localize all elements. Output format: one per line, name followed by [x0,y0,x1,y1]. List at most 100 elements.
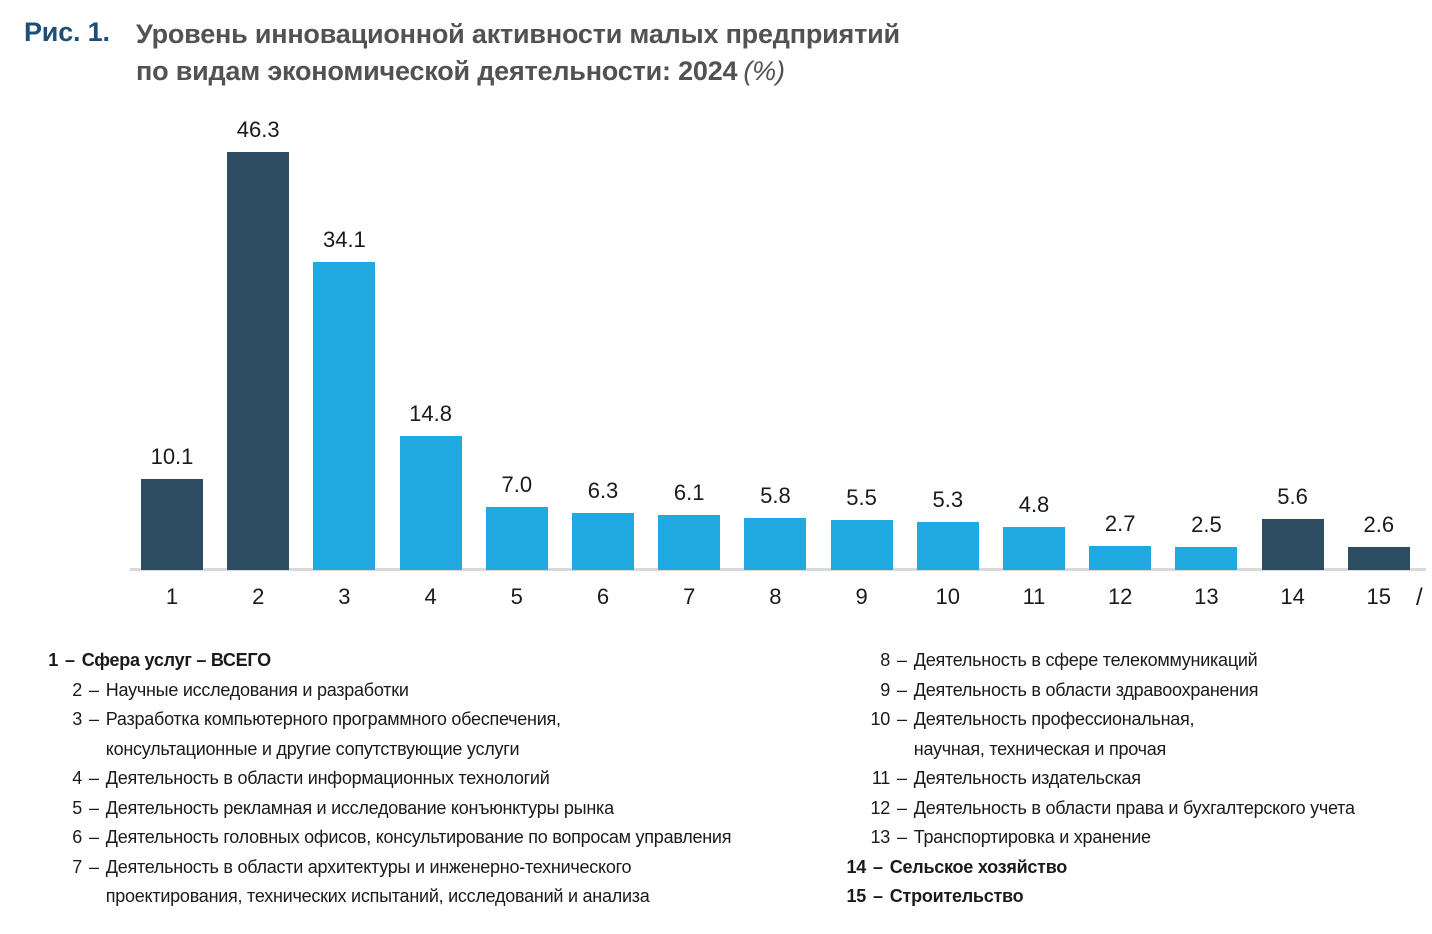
x-tick-label: 15 [1366,584,1392,609]
plot-area: 10.1 46.3 34.1 14.8 7.0 6.3 6.1 5.8 5.5 5.3 4.8 2.7… [0,100,1432,571]
legend-item-dash: – [89,709,99,729]
bar-value-label: 2.6 [1363,512,1395,537]
legend-item-text: Научные исследования и разработки [105,679,409,700]
legend-item-12: 12– Деятельность в области права и бухгал… [868,794,1432,824]
bar-5 [485,507,548,570]
legend-item-5: 5– Деятельность рекламная и исследование … [60,794,844,824]
legend-item-text: Сфера услуг – ВСЕГО [81,650,271,670]
legend-item-13: 13– Транспортировка и хранение [868,823,1432,853]
legend-item-number: 3 [72,709,82,729]
axis-suffix-slash: / [1416,584,1423,611]
x-tick-label: 10 [935,584,961,609]
legend-item-dash: – [897,650,907,670]
bar-value-label: 6.3 [587,478,619,503]
x-tick-label: 8 [769,584,782,609]
legend-item-text: Деятельность в области права и бухгалтер… [913,797,1355,818]
bar-3 [313,262,376,570]
bar-7 [658,515,721,570]
legend-item-text: Деятельность в сфере телекоммуникаций [913,650,1258,670]
bar-value-label: 7.0 [501,472,533,497]
x-tick-label: 1 [165,584,179,609]
legend-item-15: 15– Строительство [844,882,1432,912]
legend-item-number: 6 [72,827,82,847]
legend-item-dash: – [897,797,907,818]
legend-item-number: 14 [846,856,866,877]
bar-11 [1003,527,1065,570]
legend-item-dash: – [897,827,907,847]
legend-item-dash: – [873,856,883,877]
bar-value-label: 4.8 [1018,492,1050,517]
legend-item-text: Деятельность издательская [913,768,1141,788]
bar-value-label: 34.1 [322,227,366,252]
legend-item-number: 12 [870,797,890,818]
legend-item-number: 9 [880,679,890,700]
legend-item-dash: – [89,797,99,818]
legend-item-text: Деятельность в области информационных те… [105,768,550,788]
legend-item-text: Деятельность головных офисов, консультир… [105,827,732,847]
legend-item-dash: – [897,709,907,729]
bar-value-label: 6.1 [673,480,705,505]
legend-item-number: 15 [846,886,866,906]
x-tick-label: 3 [338,584,351,609]
legend-item-dash: – [897,679,907,700]
legend-item-1: 1– Сфера услуг – ВСЕГО [36,646,844,676]
legend-item-number: 10 [870,709,890,729]
bar-14 [1261,519,1324,570]
legend-item-text: Деятельность в области архитектуры и инж… [105,856,650,907]
bar-12 [1089,546,1152,570]
x-tick-label: 6 [596,584,610,609]
legend-item-number: 7 [72,856,82,877]
bar-10 [916,522,979,570]
legend-column-left: 1– Сфера услуг – ВСЕГО 2– Научные исследова… [36,646,844,912]
x-tick-label: 12 [1107,584,1133,609]
legend-item-dash: – [89,768,99,788]
legend-item-number: 2 [72,679,82,700]
legend-item-7: 7– Деятельность в области архитектуры и и… [60,853,844,912]
x-tick-label: 7 [683,584,696,609]
legend-item-dash: – [89,856,99,877]
bar-4 [399,436,462,570]
figure-number-label: Рис. 1. [24,17,110,47]
legend-item-dash: – [65,650,75,670]
legend-item-dash: – [897,768,907,788]
figure-title-units: (%) [743,56,785,86]
legend-item-11: 11– Деятельность издательская [868,764,1432,794]
legend-item-text: Разработка компьютерного программного об… [105,709,561,759]
legend-item-9: 9– Деятельность в области здравоохранения [868,676,1432,706]
legend-item-text: Транспортировка и хранение [913,827,1151,847]
figure-title-line2: по видам экономической деятельности: 202… [136,56,738,86]
legend-item-dash: – [873,886,883,906]
legend-item-dash: – [89,679,99,700]
bar-15 [1347,547,1410,570]
legend-item-4: 4– Деятельность в области информационных … [60,764,844,794]
legend-item-number: 1 [48,650,58,670]
x-axis-ticks: 1 2 3 4 5 6 7 8 9 10 11 12 13 14 15 [0,584,1432,614]
legend-item-text: Деятельность профессиональная, научная, … [913,709,1195,759]
bar-13 [1175,547,1238,570]
bar-1 [141,479,203,570]
legend-item-14: 14– Сельское хозяйство [844,853,1432,883]
x-tick-label: 2 [252,584,265,609]
x-tick-label: 13 [1194,584,1219,609]
legend-item-text: Строительство [889,886,1024,906]
bar-value-label: 2.7 [1104,511,1136,536]
legend-item-number: 4 [72,768,82,788]
bar-value-label: 5.6 [1277,484,1308,509]
legend-item-number: 11 [871,768,890,788]
legend-item-8: 8– Деятельность в сфере телекоммуникаций [868,646,1432,676]
figure-title-block: Рис. 1. Уровень инновационной активности… [24,16,900,90]
legend-item-text: Деятельность в области здравоохранения [913,679,1259,700]
figure-title-line1: Уровень инновационной активности малых п… [136,19,900,49]
legend-item-2: 2– Научные исследования и разработки [60,676,844,706]
legend-item-3: 3– Разработка компьютерного программного … [60,705,844,764]
bar-value-label: 14.8 [409,401,453,426]
figure-heading: Уровень инновационной активности малых п… [136,16,900,90]
bar-value-label: 5.5 [846,485,877,510]
bar-value-label: 5.3 [932,487,964,512]
legend-item-number: 5 [72,797,82,818]
bar-8 [744,518,807,570]
legend-item-number: 8 [880,650,890,670]
x-tick-label: 9 [855,584,868,609]
bar-value-label: 10.1 [150,444,194,469]
